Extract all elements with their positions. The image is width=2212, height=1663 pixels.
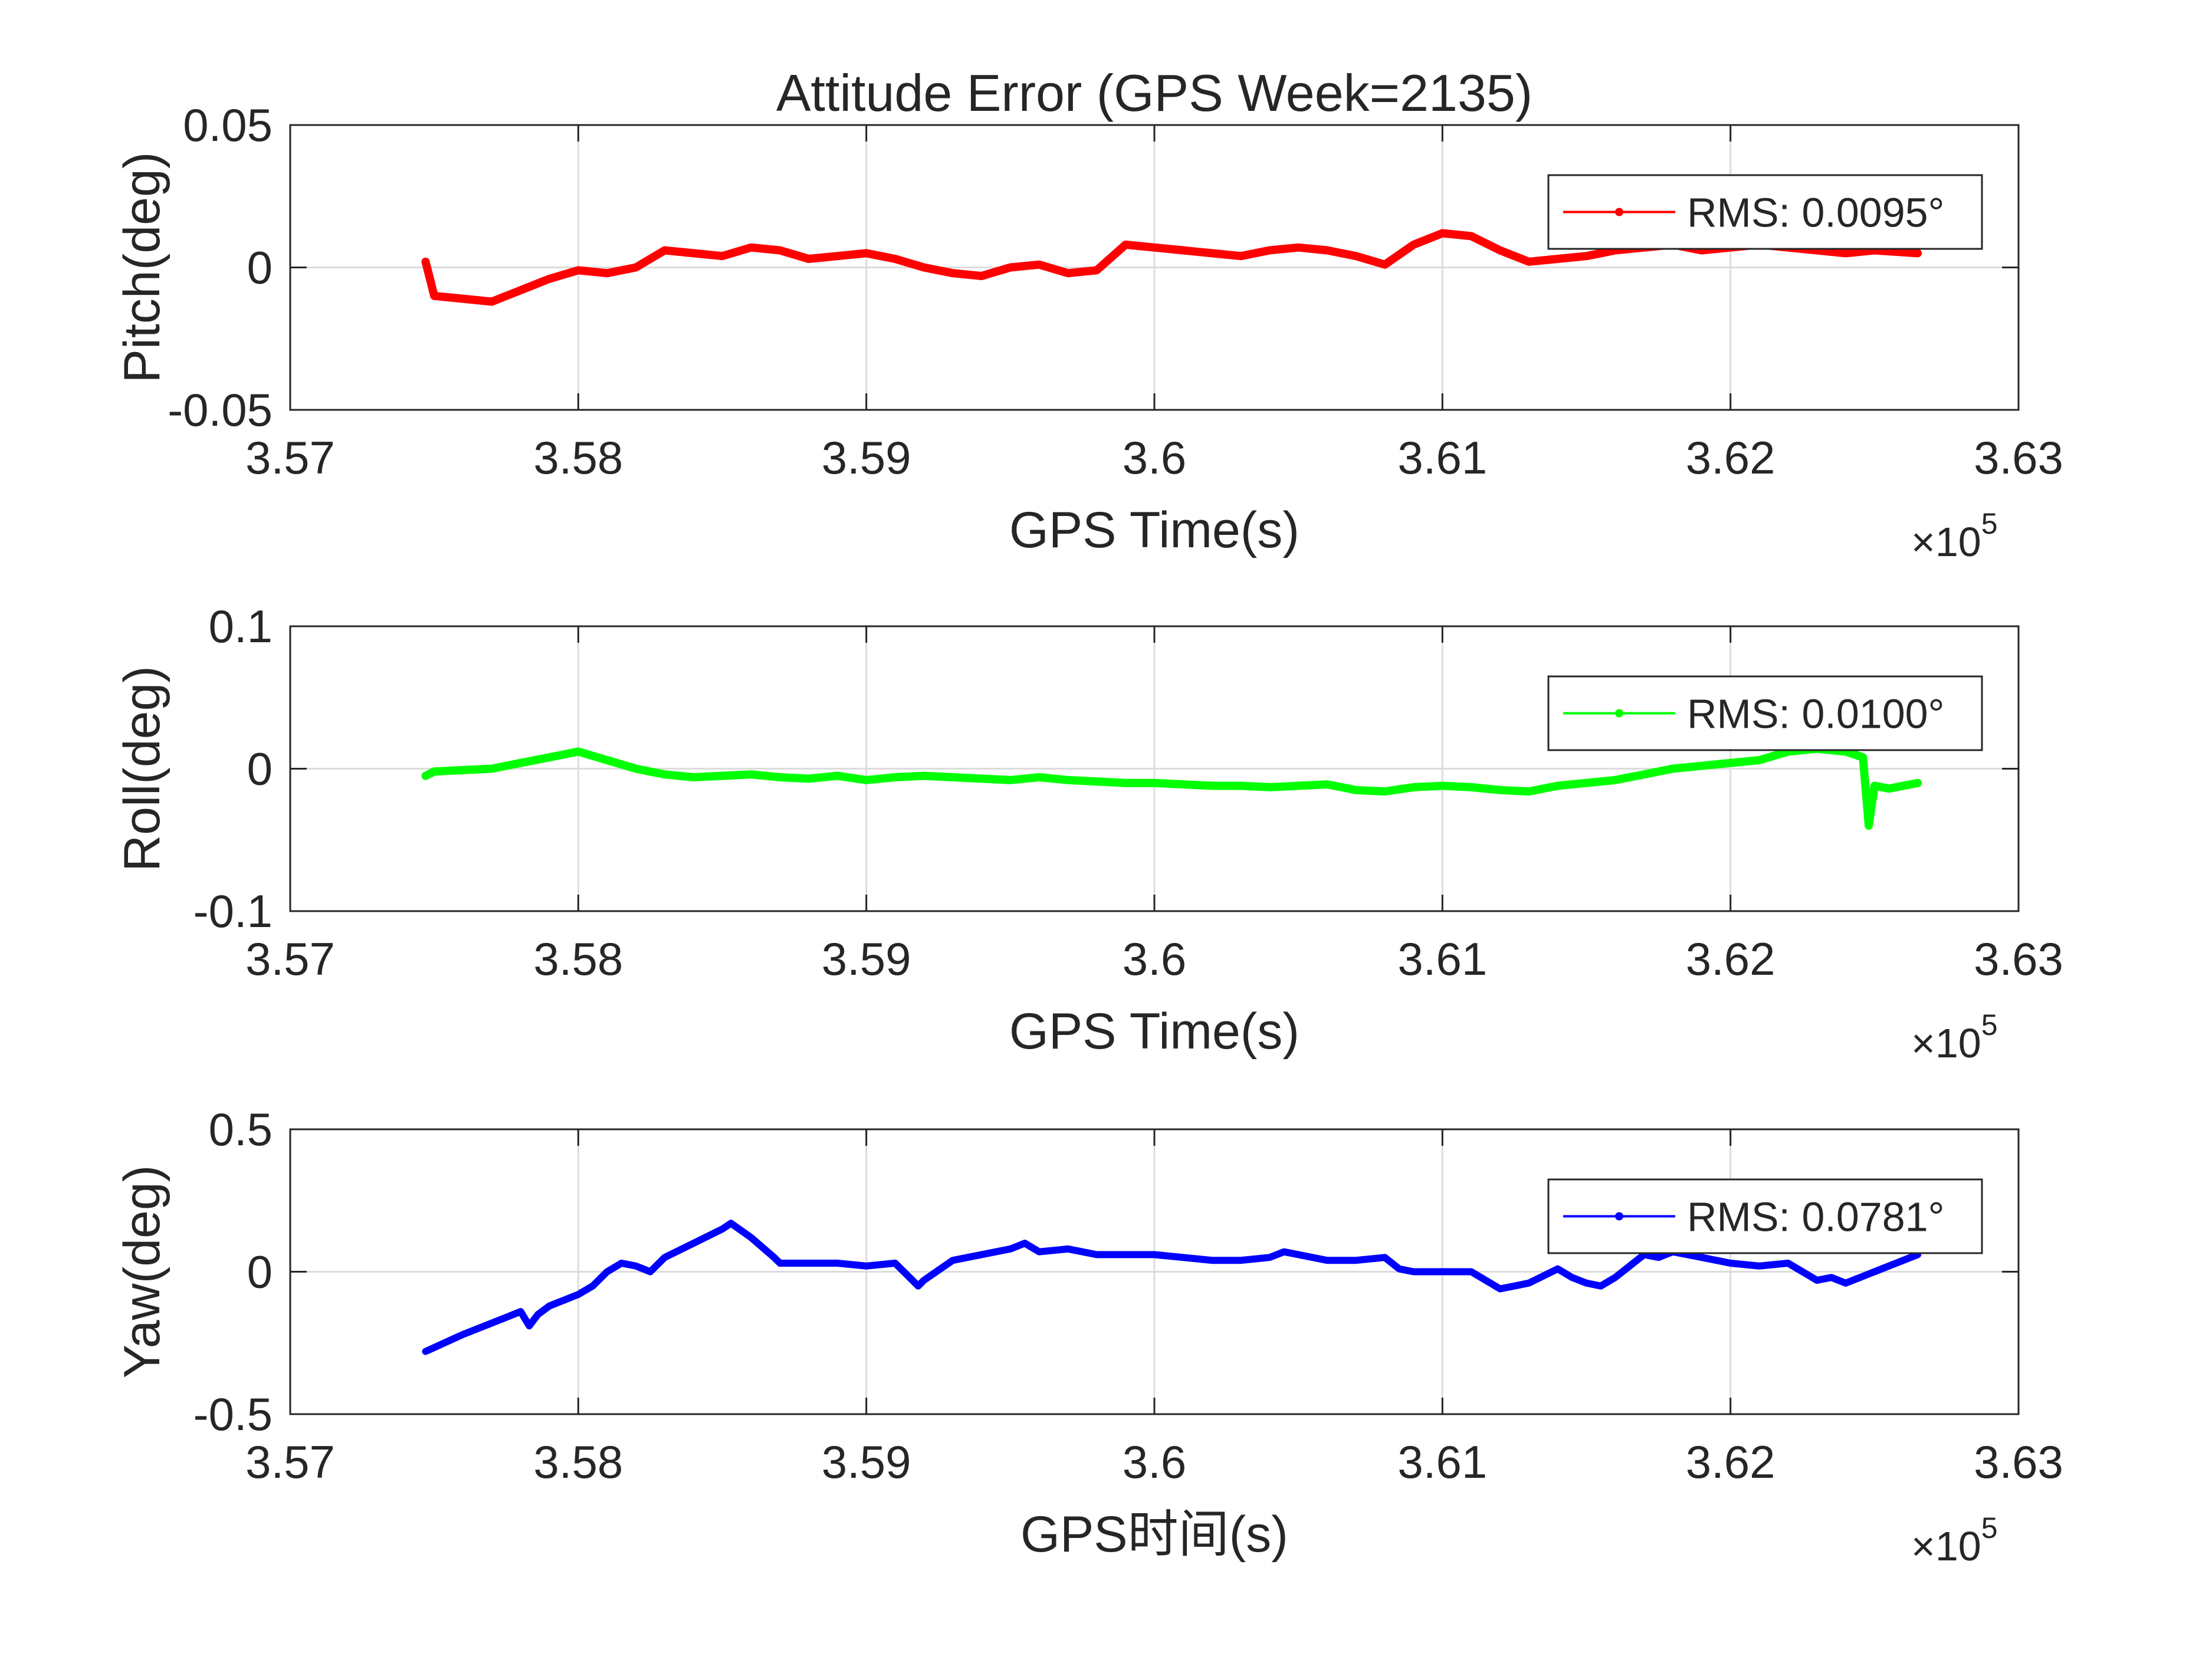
- x-axis-exponent-power: 5: [1981, 507, 1998, 540]
- legend-label: RMS: 0.0781°: [1687, 1194, 1945, 1240]
- legend-label: RMS: 0.0100°: [1687, 691, 1945, 737]
- y-tick-label: -0.05: [168, 384, 273, 436]
- x-tick-label: 3.6: [1123, 432, 1186, 484]
- x-tick-label: 3.59: [822, 432, 911, 484]
- y-tick-label: -0.1: [193, 885, 273, 937]
- legend-marker-sample: [1615, 208, 1623, 216]
- x-tick-label: 3.57: [245, 432, 335, 484]
- x-axis-title: GPS时间(s): [1020, 1506, 1288, 1563]
- x-tick-label: 3.61: [1397, 1436, 1487, 1488]
- legend-yaw: RMS: 0.0781°: [1547, 1178, 1983, 1254]
- x-tick-label: 3.63: [1974, 933, 2063, 985]
- x-tick-label: 3.58: [533, 1436, 623, 1488]
- y-tick-label: 0.5: [209, 1103, 273, 1155]
- x-tick-label: 3.57: [245, 933, 335, 985]
- legend-roll: RMS: 0.0100°: [1547, 675, 1983, 751]
- x-tick-label: 3.62: [1686, 933, 1775, 985]
- x-tick-label: 3.58: [533, 432, 623, 484]
- x-axis-title: GPS Time(s): [1009, 1003, 1299, 1060]
- x-tick-label: 3.57: [245, 1436, 335, 1488]
- y-axis-title: Yaw(deg): [114, 1165, 170, 1379]
- series-line-roll: [421, 744, 1922, 830]
- figure-title: Attitude Error (GPS Week=2135): [776, 64, 1532, 122]
- x-axis-exponent-power: 5: [1981, 1511, 1998, 1544]
- subplot-pitch: 3.57 3.58 3.59 3.6 3.61 3.62 3.63 -0.05 0 0.05 GPS…: [114, 99, 2063, 565]
- y-tick-label: 0.05: [183, 99, 273, 151]
- legend-marker-sample: [1615, 709, 1623, 718]
- y-axis-title: Pitch(deg): [114, 152, 170, 383]
- x-axis-exponent-power: 5: [1981, 1008, 1998, 1041]
- x-tick-label: 3.59: [822, 933, 911, 985]
- x-tick-label: 3.63: [1974, 1436, 2063, 1488]
- y-axis-title: Roll(deg): [114, 666, 170, 872]
- x-tick-label: 3.6: [1123, 1436, 1186, 1488]
- x-tick-label: 3.6: [1123, 933, 1186, 985]
- x-tick-label: 3.61: [1397, 933, 1487, 985]
- y-tick-label: -0.5: [193, 1388, 273, 1440]
- legend-label: RMS: 0.0095°: [1687, 190, 1945, 236]
- subplot-yaw: 3.57 3.58 3.59 3.6 3.61 3.62 3.63 -0.5 0 0.5 GPS时间…: [114, 1103, 2063, 1569]
- y-tick-label: 0: [247, 743, 273, 795]
- legend-pitch: RMS: 0.0095°: [1547, 174, 1983, 250]
- y-tick-label: 0: [247, 1246, 273, 1298]
- x-tick-label: 3.58: [533, 933, 623, 985]
- series-line-yaw: [422, 1220, 1922, 1355]
- x-tick-label: 3.61: [1397, 432, 1487, 484]
- x-tick-label: 3.62: [1686, 432, 1775, 484]
- legend-marker-sample: [1615, 1212, 1623, 1221]
- subplot-roll: 3.57 3.58 3.59 3.6 3.61 3.62 3.63 -0.1 0 0.1 GPS T…: [114, 600, 2063, 1066]
- x-axis-title: GPS Time(s): [1009, 502, 1299, 558]
- y-tick-label: 0: [247, 242, 273, 294]
- y-tick-label: 0.1: [209, 600, 273, 652]
- x-tick-label: 3.63: [1974, 432, 2063, 484]
- x-tick-label: 3.59: [822, 1436, 911, 1488]
- x-tick-label: 3.62: [1686, 1436, 1775, 1488]
